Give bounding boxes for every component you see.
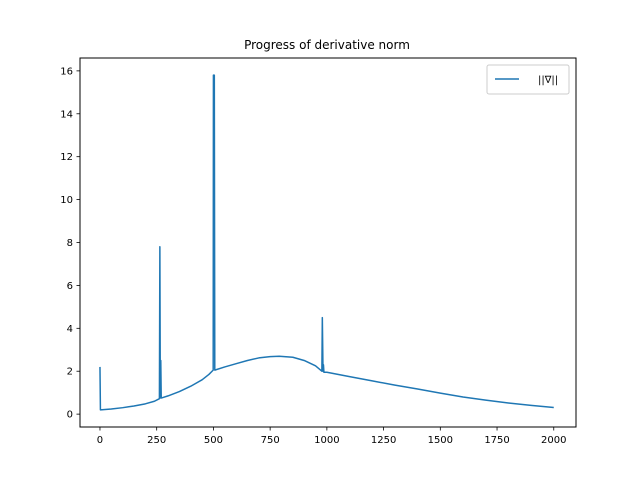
x-tick-label: 750 (261, 435, 280, 446)
y-tick-label: 2 (67, 367, 73, 378)
x-tick-label: 1250 (371, 435, 396, 446)
x-tick-label: 1000 (314, 435, 339, 446)
legend-label: ||∇|| (538, 75, 558, 86)
y-tick-label: 14 (60, 109, 73, 120)
x-tick-label: 0 (97, 435, 103, 446)
x-axis-ticks: 0 250 500 750 1000 1250 1500 1750 2000 (97, 427, 566, 446)
x-tick-label: 1500 (428, 435, 453, 446)
x-tick-label: 2000 (541, 435, 566, 446)
x-tick-label: 1750 (484, 435, 509, 446)
x-tick-label: 500 (204, 435, 223, 446)
plot-frame (79, 57, 577, 428)
series-line (99, 74, 554, 411)
y-tick-label: 16 (60, 66, 73, 77)
y-tick-label: 6 (67, 281, 73, 292)
y-tick-label: 8 (67, 238, 73, 249)
chart-title: Progress of derivative norm (244, 38, 410, 52)
y-tick-label: 10 (60, 195, 73, 206)
series-lines (99, 74, 554, 411)
y-axis-ticks: 0 2 4 6 8 10 12 14 16 (60, 66, 80, 421)
x-tick-label: 250 (147, 435, 166, 446)
y-tick-label: 0 (67, 410, 73, 421)
legend: ||∇|| (486, 64, 570, 95)
y-tick-label: 12 (60, 152, 73, 163)
legend-box (486, 64, 570, 95)
y-tick-label: 4 (67, 324, 73, 335)
